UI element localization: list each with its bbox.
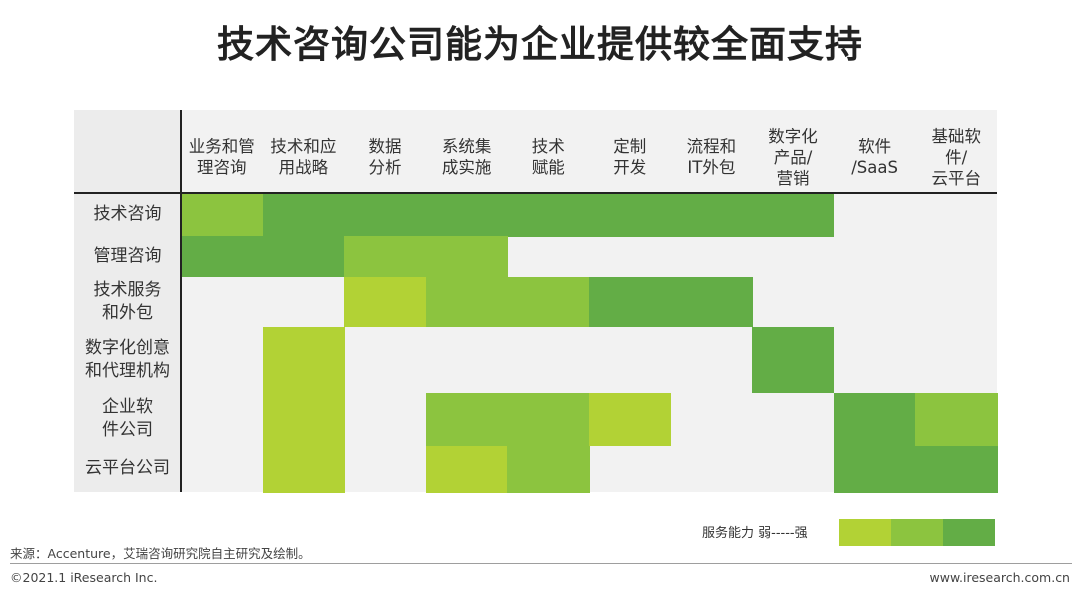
column-header: 软件 /SaaS [851,137,898,177]
heatmap-cell [425,392,508,447]
heatmap-cell [181,236,264,278]
row-label-background [74,110,181,492]
legend-swatch-medium [891,519,943,546]
legend-swatch-strong [943,519,995,546]
heatmap-cell [507,193,590,237]
footer-divider [10,563,1072,564]
heatmap-cell [670,276,753,328]
heatmap-cell [425,236,508,278]
heatmap-cell [670,193,753,237]
column-header: 技术 赋能 [531,137,565,177]
heatmap-cell [425,193,508,237]
column-header: 数字化 产品/ 营销 [768,126,818,188]
heatmap-cell [181,193,264,237]
heatmap-cell [833,392,916,447]
page-title: 技术咨询公司能为企业提供较全面支持 [217,23,863,66]
heatmap-cell [425,445,508,493]
row-label: 技术服务 和外包 [93,279,162,323]
heatmap-cell [262,392,345,447]
legend-swatch-weak [839,519,891,546]
capability-matrix: 业务和管 理咨询 技术和应 用战略 数据 分析 系统集 成实施 技术 赋能 定制 开发 流程… [74,110,998,493]
heatmap-cell [507,276,590,328]
heatmap-cell [915,392,998,447]
heatmap-cell [589,276,672,328]
heatmap-cell [589,193,672,237]
row-label: 技术咨询 [93,204,162,224]
heatmap-cell [915,445,998,493]
copyright: ©2021.1 iResearch Inc. [10,570,158,585]
row-label: 数字化创意 和代理机构 [85,337,170,381]
column-header: 系统集 成实施 [441,137,492,177]
row-label: 企业软 件公司 [102,397,153,440]
header-divider-horizontal [74,192,997,194]
heatmap-cell [833,445,916,493]
heatmap-cell [262,445,345,493]
row-label: 云平台公司 [85,458,170,479]
column-header: 技术和应 用战略 [270,137,337,177]
website-url: www.iresearch.com.cn [929,570,1071,585]
source-note: 来源：Accenture，艾瑞咨询研究院自主研究及绘制。 [10,546,311,561]
heatmap-cell [262,236,345,278]
row-label: 管理咨询 [93,245,162,266]
heatmap-cell [262,326,345,394]
legend-label: 服务能力 弱-----强 [702,526,808,541]
column-header: 流程和 IT外包 [686,137,737,177]
heatmap-cell [589,392,672,447]
heatmap-cell [344,236,427,278]
heatmap-cell [425,276,508,328]
heatmap-cell [752,193,835,237]
heatmap-cell [507,445,590,493]
heatmap-cell [262,193,345,237]
heatmap-cell [507,392,590,447]
header-divider-vertical [180,110,182,492]
column-header: 定制 开发 [613,137,647,177]
column-header: 业务和管 理咨询 [188,137,255,177]
column-header: 基础软 件/ 云平台 [931,126,981,188]
heatmap-cell [344,193,427,237]
heatmap-cell [344,276,427,328]
heatmap-cell [752,326,835,394]
column-header: 数据 分析 [368,137,402,177]
